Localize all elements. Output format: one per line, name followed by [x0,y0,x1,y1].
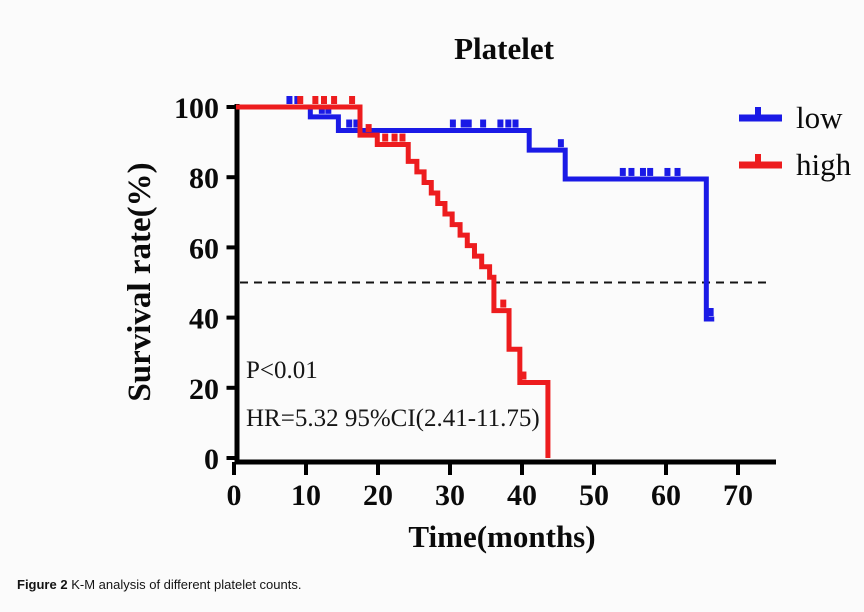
km-survival-chart: 0 10 20 30 40 50 60 70 0 20 40 60 80 100 Platelet Sur… [122,31,852,554]
x-axis-label: Time(months) [408,519,595,554]
caption-figure-label: Figure 2 [17,577,68,592]
survival-curve-high [236,104,551,458]
x-tick-label-20: 20 [363,479,393,512]
x-tick-label-50: 50 [579,479,609,512]
x-tick-label-10: 10 [291,479,321,512]
survival-curve-low [236,104,715,322]
y-tick-label-20: 20 [189,373,219,406]
y-tick-label-80: 80 [189,162,219,195]
y-tick-label-100: 100 [174,92,219,125]
x-tick-label-70: 70 [723,479,753,512]
y-tick-label-40: 40 [189,303,219,336]
legend: low high [739,100,852,182]
figure-caption: Figure 2 K-M analysis of different plate… [17,577,301,592]
x-tick-label-30: 30 [435,479,465,512]
y-tick-label-0: 0 [204,443,219,476]
plot-area: 0 10 20 30 40 50 60 70 0 20 40 60 80 100 [174,92,776,512]
hazard-ratio-annotation: HR=5.32 95%CI(2.41-11.75) [246,405,540,432]
legend-label-high: high [796,147,852,182]
x-tick-label-40: 40 [507,479,537,512]
p-value-annotation: P<0.01 [246,357,318,384]
x-tick-label-60: 60 [651,479,681,512]
y-axis-label: Survival rate(%) [122,162,158,401]
y-tick-label-60: 60 [189,232,219,265]
legend-label-low: low [796,100,843,135]
caption-text: K-M analysis of different platelet count… [67,577,302,592]
x-tick-label-0: 0 [227,479,242,512]
chart-title: Platelet [454,31,555,66]
